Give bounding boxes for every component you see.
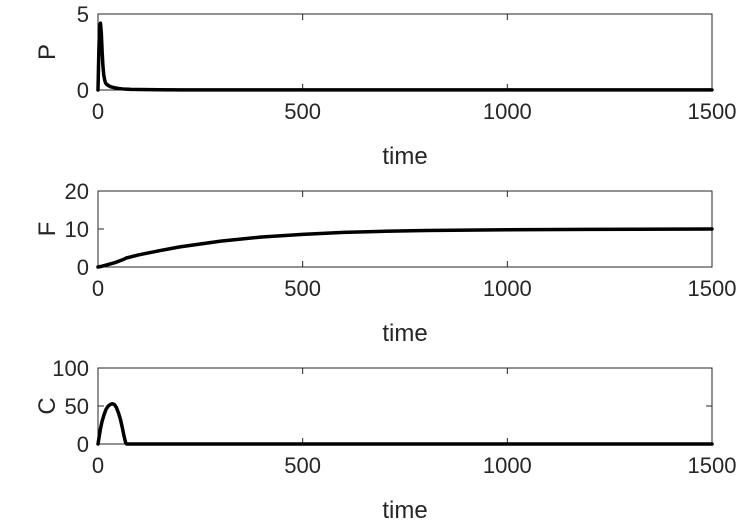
x-tick-label: 0 <box>92 276 104 301</box>
x-tick-label: 500 <box>284 276 321 301</box>
panel-p: 0 500 1000 1500 0 5 time P <box>34 2 736 170</box>
y-tick-label: 0 <box>77 255 89 280</box>
x-tick-label: 1000 <box>483 453 532 478</box>
x-axis-label: time <box>382 497 427 524</box>
x-tick-label: 1000 <box>483 99 532 124</box>
y-tick-label: 10 <box>65 217 89 242</box>
x-tick-label: 500 <box>284 99 321 124</box>
y-tick-label: 50 <box>65 394 89 419</box>
x-tick-label: 0 <box>92 453 104 478</box>
y-axis-label: F <box>34 222 61 237</box>
x-tick-label: 0 <box>92 99 104 124</box>
x-tick-label: 1000 <box>483 276 532 301</box>
y-tick-label: 100 <box>52 356 89 381</box>
axes-frame <box>97 13 713 91</box>
panel-f: 0 500 1000 1500 0 10 20 time F <box>34 179 736 347</box>
series-line <box>96 227 714 269</box>
series-line <box>96 401 714 446</box>
series-line <box>96 21 714 92</box>
y-tick-label: 0 <box>77 78 89 103</box>
y-tick-label: 20 <box>65 179 89 204</box>
axes-frame <box>97 367 713 445</box>
x-tick-label: 1500 <box>688 276 737 301</box>
x-axis-label: time <box>382 320 427 347</box>
panel-c: 0 500 1000 1500 0 50 100 time C <box>34 356 736 524</box>
y-axis-label: C <box>34 397 61 414</box>
x-axis-label: time <box>382 143 427 170</box>
x-tick-label: 1500 <box>688 99 737 124</box>
x-tick-label: 1500 <box>688 453 737 478</box>
y-axis-label: P <box>34 44 61 60</box>
x-tick-label: 500 <box>284 453 321 478</box>
y-tick-label: 0 <box>77 432 89 457</box>
y-tick-label: 5 <box>77 2 89 27</box>
